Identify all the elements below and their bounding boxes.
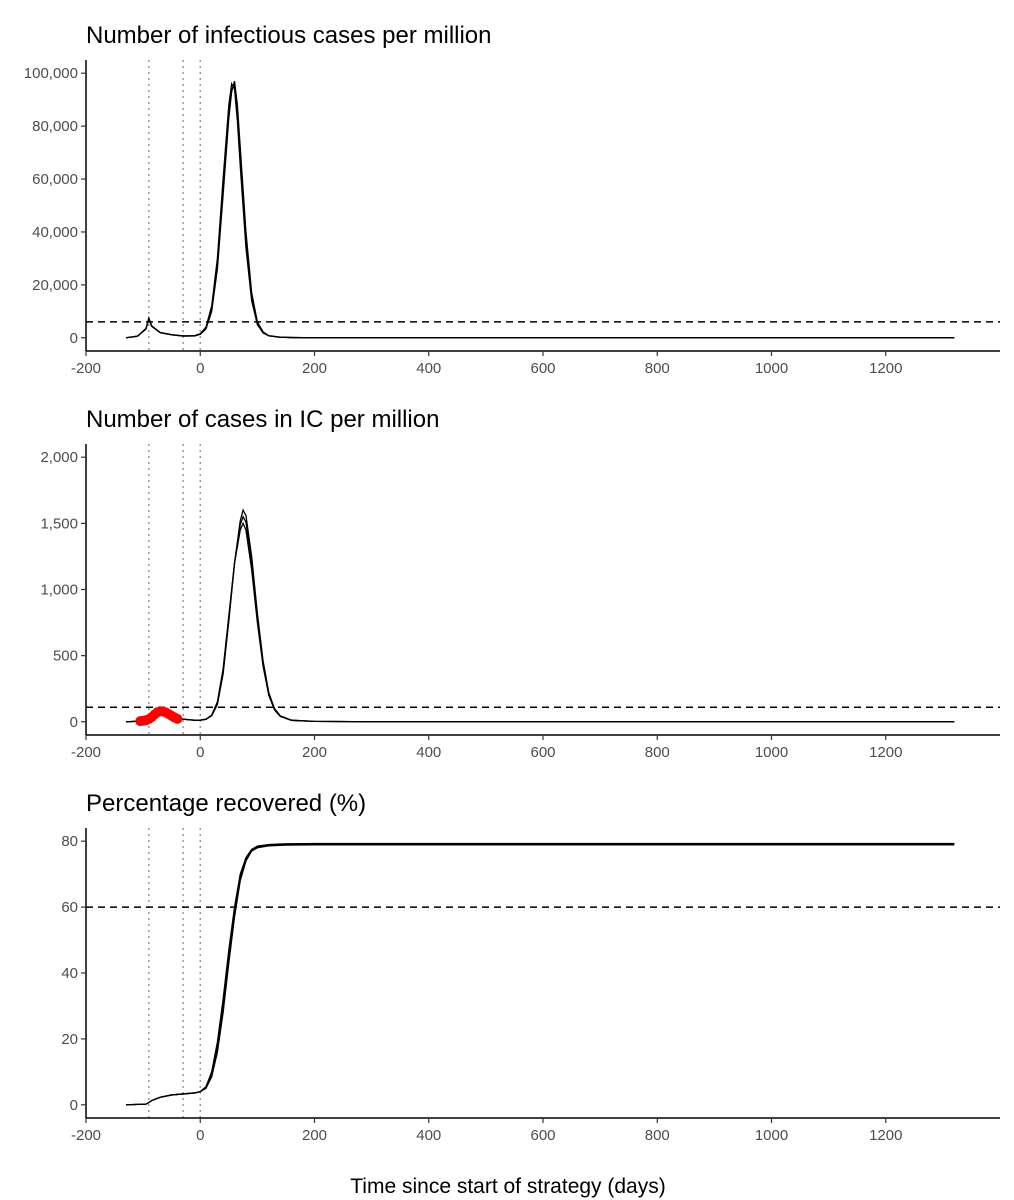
panel-title: Number of infectious cases per million	[86, 22, 492, 49]
x-tick-label: -200	[71, 360, 101, 377]
recovered-panel: Percentage recovered (%) 0 20 40 60 80 -200 0 2…	[61, 790, 1000, 1144]
x-tick-label: 1200	[869, 360, 902, 377]
x-tick-label: 1200	[869, 744, 902, 761]
y-tick-label: 60,000	[32, 171, 78, 188]
x-tick-label: 800	[645, 1127, 670, 1144]
series-line	[125, 81, 955, 339]
y-tick-label: 20,000	[32, 277, 78, 294]
x-tick-label: 400	[416, 1127, 441, 1144]
x-tick-label: -200	[71, 1127, 101, 1144]
x-tick-label: 200	[302, 744, 327, 761]
series-line	[125, 843, 955, 1106]
x-tick-label: 600	[530, 1127, 555, 1144]
x-tick-label: 600	[530, 744, 555, 761]
x-tick-label: 0	[196, 360, 204, 377]
x-tick-label: 1200	[869, 1127, 902, 1144]
x-tick-label: 1000	[755, 1127, 788, 1144]
y-tick-label: 80	[61, 833, 78, 850]
y-tick-label: 1,500	[40, 515, 78, 532]
x-tick-label: -200	[71, 744, 101, 761]
x-tick-label: 0	[196, 1127, 204, 1144]
series-line	[125, 80, 955, 339]
x-tick-label: 600	[530, 360, 555, 377]
y-tick-label: 60	[61, 899, 78, 916]
x-tick-label: 800	[645, 744, 670, 761]
y-tick-label: 0	[70, 330, 78, 347]
y-tick-label: 40,000	[32, 224, 78, 241]
x-tick-label: 1000	[755, 744, 788, 761]
series-line	[125, 83, 955, 339]
y-tick-label: 1,000	[40, 582, 78, 599]
panel-title: Percentage recovered (%)	[86, 790, 366, 817]
y-tick-label: 40	[61, 965, 78, 982]
x-tick-label: 400	[416, 744, 441, 761]
ic-cases-panel: Number of cases in IC per million 0 500 1,…	[40, 406, 1000, 761]
x-axis-label: Time since start of strategy (days)	[350, 1175, 665, 1198]
y-tick-label: 500	[53, 648, 78, 665]
series-line	[125, 842, 955, 1106]
x-tick-label: 200	[302, 1127, 327, 1144]
y-tick-label: 0	[70, 714, 78, 731]
panel-title: Number of cases in IC per million	[86, 406, 439, 433]
x-tick-label: 0	[196, 744, 204, 761]
y-tick-label: 2,000	[40, 449, 78, 466]
y-tick-label: 0	[70, 1097, 78, 1114]
y-tick-label: 20	[61, 1031, 78, 1048]
series-line	[125, 508, 955, 723]
y-tick-label: 80,000	[32, 118, 78, 135]
observed-point	[172, 713, 183, 724]
x-tick-label: 800	[645, 360, 670, 377]
x-tick-label: 1000	[755, 360, 788, 377]
series-line	[125, 844, 955, 1106]
y-tick-label: 100,000	[24, 65, 78, 82]
x-tick-label: 200	[302, 360, 327, 377]
infectious-cases-panel: Number of infectious cases per million 0…	[24, 22, 1000, 377]
x-tick-label: 400	[416, 360, 441, 377]
